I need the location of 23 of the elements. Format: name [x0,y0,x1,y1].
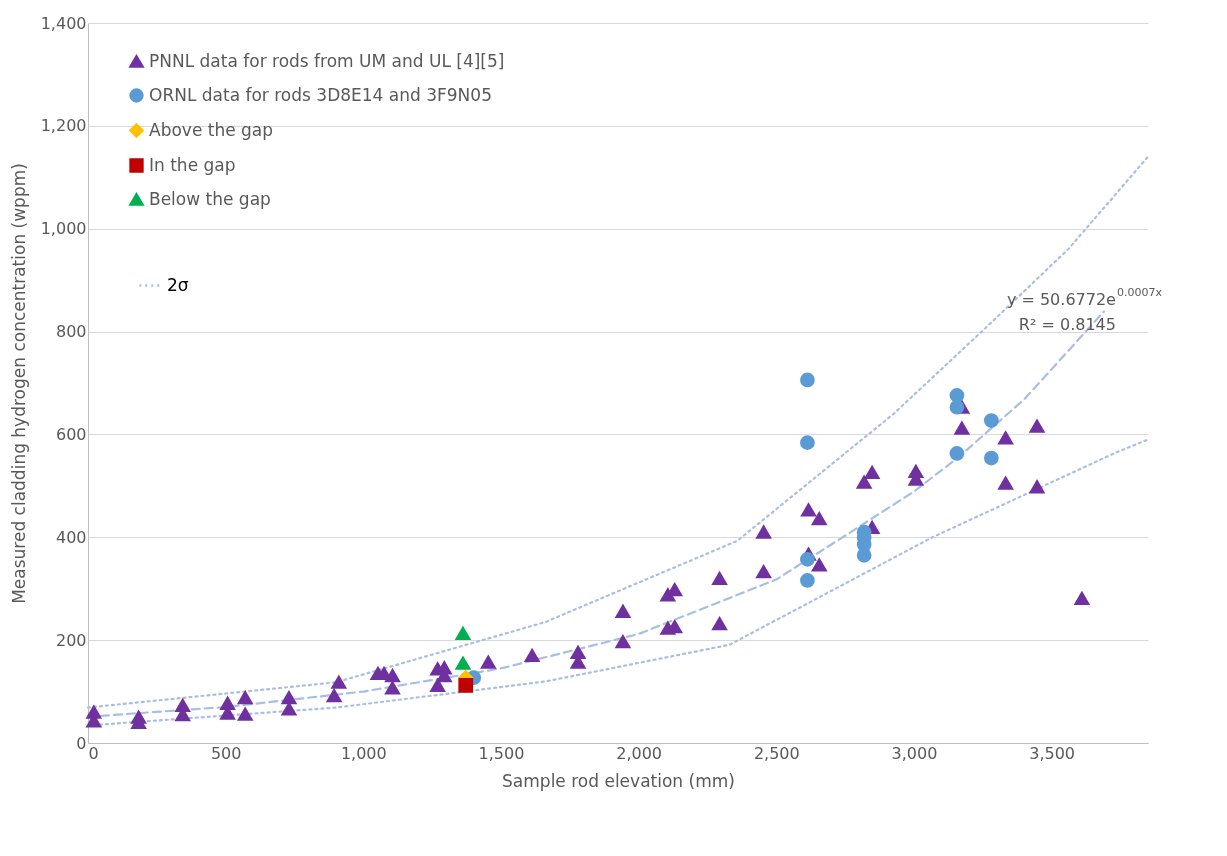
legend-label: ORNL data for rods 3D8E14 and 3F9N05 [149,84,492,105]
y-tick-label: 400 [55,527,87,547]
y-tick-label: 1,200 [40,116,87,136]
y-axis-title: Measured cladding hydrogen concentration (wppm) [8,163,29,604]
legend-label: In the gap [149,154,236,175]
annotation: R² = 0.8145 [1018,314,1116,334]
x-tick-label: 2,500 [753,743,800,763]
x-tick-label: 3,000 [891,743,938,763]
legend-label: Above the gap [149,119,274,140]
x-tick-label: 500 [210,743,242,763]
x-tick-label: 1,500 [478,743,525,763]
legend-label: Below the gap [149,188,271,209]
legend-label: 2σ [167,274,189,295]
y-tick-label: 1,000 [40,219,87,239]
y-tick-label: 200 [55,630,87,650]
x-tick-label: 2,000 [616,743,663,763]
legend-label: PNNL data for rods from UM and UL [4][5] [149,50,505,71]
y-tick-label: 800 [55,322,87,342]
y-tick-label: 600 [55,424,87,444]
x-axis-title: Sample rod elevation (mm) [502,770,735,791]
x-tick-label: 1,000 [340,743,387,763]
y-tick-label: 1,400 [40,13,87,33]
x-tick-label: 3,500 [1029,743,1076,763]
